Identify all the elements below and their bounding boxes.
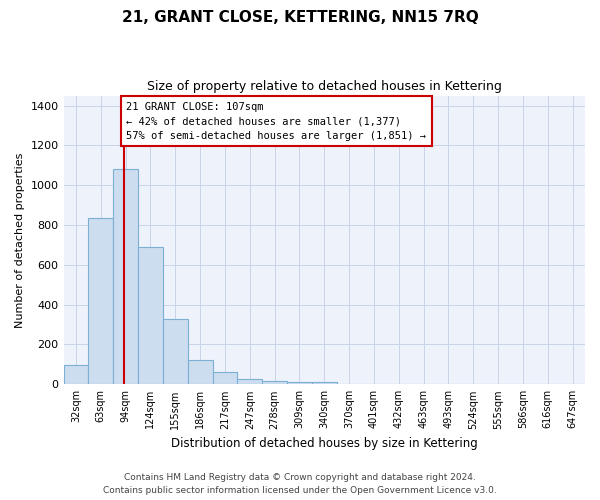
Bar (238, 378, 262, 384)
Bar (163, 318, 188, 384)
Y-axis label: Number of detached properties: Number of detached properties (15, 152, 25, 328)
Bar (64, 366, 88, 384)
Bar (113, 169, 138, 384)
X-axis label: Distribution of detached houses by size in Kettering: Distribution of detached houses by size … (171, 437, 478, 450)
Text: 21 GRANT CLOSE: 107sqm
← 42% of detached houses are smaller (1,377)
57% of semi-: 21 GRANT CLOSE: 107sqm ← 42% of detached… (127, 102, 427, 141)
Title: Size of property relative to detached houses in Kettering: Size of property relative to detached ho… (147, 80, 502, 93)
Bar (188, 360, 212, 384)
Text: Contains HM Land Registry data © Crown copyright and database right 2024.
Contai: Contains HM Land Registry data © Crown c… (103, 474, 497, 495)
Bar (312, 382, 337, 384)
Bar (287, 382, 312, 384)
Bar (262, 380, 287, 384)
Bar (138, 247, 163, 384)
Bar (212, 372, 238, 384)
Text: 21, GRANT CLOSE, KETTERING, NN15 7RQ: 21, GRANT CLOSE, KETTERING, NN15 7RQ (122, 10, 478, 25)
Bar (88, 218, 113, 384)
